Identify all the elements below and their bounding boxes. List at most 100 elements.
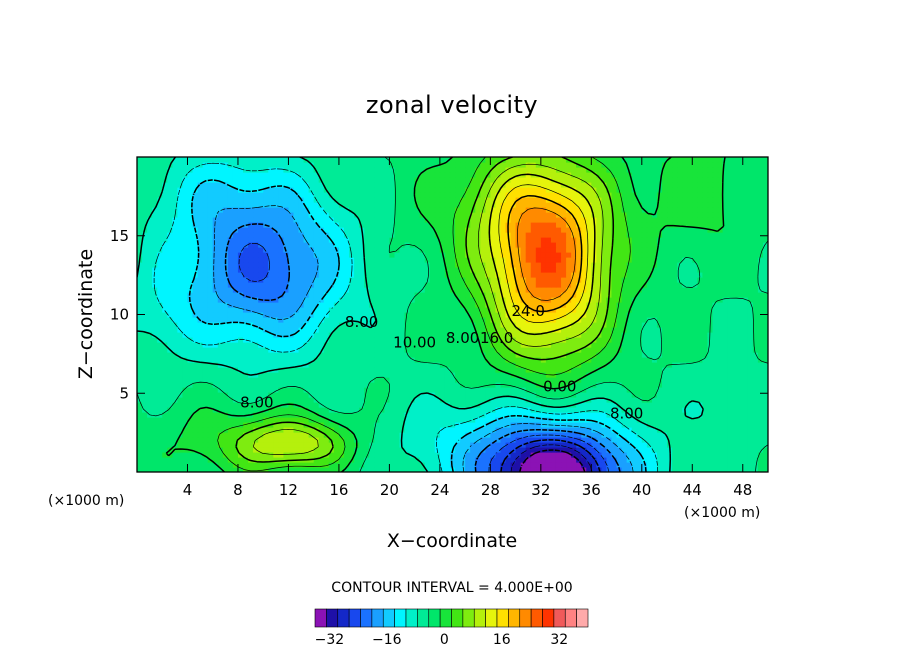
field-cell (475, 297, 481, 303)
field-cell (394, 422, 401, 428)
field-cell (283, 342, 290, 348)
field-cell (727, 467, 734, 472)
field-cell (490, 287, 497, 293)
field-cell (692, 392, 698, 398)
field-cell (566, 312, 572, 318)
field-cell (243, 282, 249, 288)
field-cell (636, 332, 643, 338)
field-cell (207, 422, 214, 428)
field-cell (480, 357, 486, 363)
field-cell (202, 467, 209, 472)
field-cell (465, 382, 471, 388)
field-cell (470, 332, 476, 338)
field-cell (525, 382, 532, 388)
field-cell (692, 387, 698, 393)
field-cell (510, 302, 517, 308)
field-cell (268, 407, 274, 413)
field-cell (288, 417, 295, 423)
field-cell (545, 402, 552, 408)
field-cell (571, 347, 577, 353)
field-cell (672, 272, 678, 278)
field-cell (621, 442, 628, 448)
field-cell (187, 287, 194, 293)
field-cell (747, 327, 754, 333)
field-cell (318, 437, 325, 443)
field-cell (197, 442, 204, 448)
field-cell (682, 402, 688, 408)
field-cell (722, 302, 729, 308)
field-cell (243, 437, 249, 443)
field-cell (586, 377, 592, 383)
field-cell (667, 317, 673, 323)
field-cell (374, 332, 380, 338)
field-cell (429, 292, 436, 298)
field-cell (646, 352, 653, 358)
field-cell (298, 452, 305, 458)
field-cell (480, 442, 486, 448)
field-cell (379, 407, 385, 413)
field-cell (207, 347, 214, 353)
field-cell (288, 272, 295, 278)
field-cell (232, 357, 239, 363)
field-cell (263, 427, 269, 433)
field-cell (222, 452, 229, 458)
field-cell (545, 272, 552, 278)
field-cell (369, 422, 375, 428)
field-cell (576, 272, 582, 278)
field-cell (424, 287, 431, 293)
field-cell (374, 272, 380, 278)
field-cell (747, 452, 754, 458)
field-cell (232, 437, 239, 443)
field-cell (374, 457, 380, 463)
field-cell (354, 422, 360, 428)
field-cell (500, 442, 507, 448)
field-cell (460, 467, 466, 472)
field-cell (455, 342, 461, 348)
field-cell (722, 427, 729, 433)
field-cell (737, 457, 744, 463)
field-cell (661, 367, 668, 373)
field-cell (747, 387, 754, 393)
field-cell (424, 357, 431, 363)
field-cell (707, 297, 714, 303)
field-cell (455, 307, 461, 313)
field-cell (702, 352, 709, 358)
field-cell (303, 462, 310, 468)
field-cell (727, 427, 734, 433)
field-cell (429, 372, 436, 378)
field-cell (661, 462, 668, 468)
field-cell (566, 272, 572, 278)
field-cell (328, 412, 335, 418)
field-cell (444, 382, 451, 388)
field-cell (268, 312, 274, 318)
field-cell (318, 367, 325, 373)
field-cell (571, 362, 577, 368)
field-cell (414, 282, 421, 288)
field-cell (227, 372, 234, 378)
field-cell (636, 342, 643, 348)
field-cell (596, 452, 603, 458)
field-cell (349, 437, 355, 443)
field-cell (490, 277, 497, 283)
field-cell (535, 457, 542, 463)
field-cell (525, 277, 532, 283)
field-cell (656, 457, 663, 463)
field-cell (318, 302, 325, 308)
field-cell (298, 412, 305, 418)
field-cell (717, 397, 724, 403)
field-cell (258, 457, 264, 463)
field-cell (596, 422, 603, 428)
field-cell (359, 292, 365, 298)
field-cell (692, 467, 698, 472)
field-cell (520, 437, 527, 443)
field-cell (762, 307, 768, 313)
field-cell (596, 282, 603, 288)
field-cell (424, 397, 431, 403)
field-cell (500, 447, 507, 453)
field-cell (313, 332, 320, 338)
field-cell (162, 442, 168, 448)
field-cell (323, 342, 330, 348)
field-cell (429, 307, 436, 313)
field-cell (318, 307, 325, 313)
field-cell (444, 302, 451, 308)
